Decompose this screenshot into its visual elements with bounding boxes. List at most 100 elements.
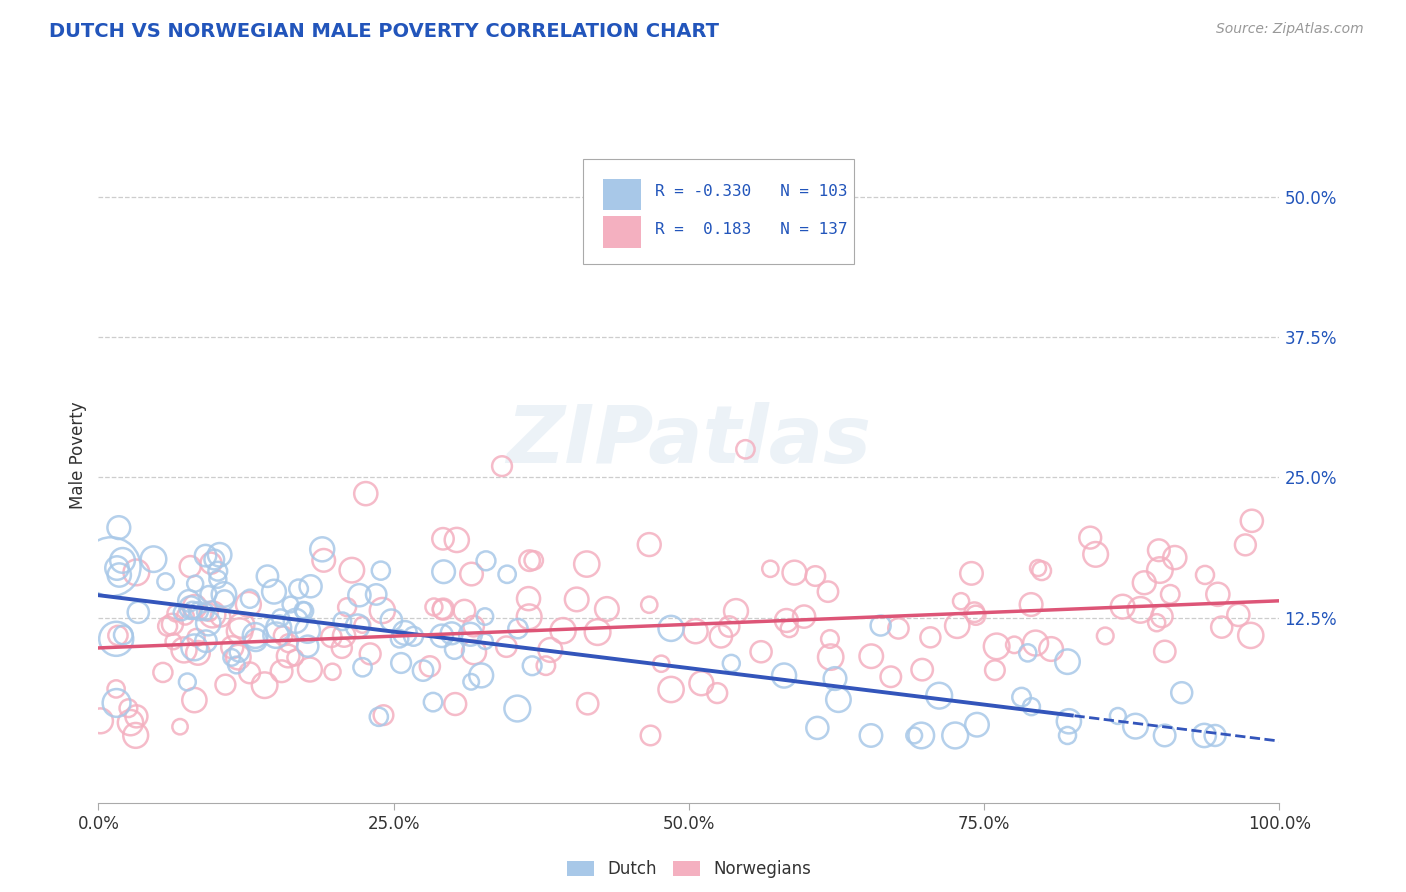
Point	[1150, 609, 1173, 624]
Point	[710, 629, 733, 643]
Point	[354, 486, 377, 500]
Point	[1234, 538, 1257, 552]
Point	[367, 710, 389, 724]
Point	[176, 675, 198, 690]
Point	[394, 626, 416, 640]
Point	[105, 632, 128, 646]
Point	[277, 636, 299, 650]
Point	[332, 615, 354, 629]
Point	[880, 670, 903, 684]
Point	[422, 695, 444, 709]
Point	[271, 629, 294, 643]
Point	[827, 692, 849, 706]
Point	[200, 556, 222, 570]
Point	[463, 619, 485, 633]
Point	[263, 584, 285, 599]
Point	[520, 658, 543, 673]
Point	[169, 720, 191, 734]
Point	[911, 663, 934, 677]
Point	[245, 628, 267, 642]
Point	[330, 640, 353, 655]
Point	[419, 659, 441, 673]
Point	[793, 609, 815, 624]
Point	[1084, 547, 1107, 561]
Bar	[603, 217, 641, 248]
Point	[112, 628, 135, 642]
Point	[125, 728, 148, 742]
Point	[238, 598, 260, 612]
Point	[1133, 575, 1156, 590]
Point	[359, 647, 381, 661]
Point	[440, 626, 463, 640]
Point	[706, 686, 728, 700]
Point	[433, 565, 456, 579]
Point	[638, 538, 661, 552]
Point	[551, 624, 574, 638]
Point	[432, 602, 454, 616]
Point	[495, 640, 517, 654]
Point	[1094, 629, 1116, 643]
Text: R = -0.330   N = 103: R = -0.330 N = 103	[655, 184, 848, 199]
Point	[194, 634, 217, 648]
Point	[960, 566, 983, 581]
Point	[423, 599, 446, 614]
Point	[1206, 587, 1229, 601]
Point	[212, 587, 235, 601]
Point	[1002, 638, 1025, 652]
Point	[720, 657, 742, 671]
Point	[966, 717, 988, 731]
Point	[1240, 628, 1263, 642]
Point	[245, 632, 267, 647]
Point	[184, 631, 207, 645]
Point	[1025, 636, 1047, 650]
Point	[1194, 729, 1216, 743]
Point	[724, 604, 747, 618]
Point	[298, 663, 321, 677]
Point	[187, 646, 209, 660]
Point	[228, 645, 250, 659]
Point	[194, 549, 217, 563]
Point	[221, 640, 243, 655]
Point	[198, 605, 221, 619]
Point	[183, 640, 205, 655]
Point	[443, 642, 465, 657]
Point	[818, 632, 841, 646]
FancyBboxPatch shape	[582, 159, 855, 264]
Point	[887, 621, 910, 635]
Point	[460, 627, 482, 641]
Point	[105, 696, 128, 710]
Point	[188, 604, 211, 618]
Point	[1170, 686, 1192, 700]
Point	[659, 682, 682, 697]
Point	[432, 532, 454, 546]
Point	[534, 658, 557, 673]
Point	[470, 668, 492, 682]
Point	[860, 649, 883, 664]
Point	[596, 602, 619, 616]
Point	[1111, 599, 1133, 614]
Legend: Dutch, Norwegians: Dutch, Norwegians	[560, 854, 818, 885]
Point	[859, 729, 882, 743]
Point	[963, 605, 986, 619]
Point	[201, 607, 224, 622]
Text: DUTCH VS NORWEGIAN MALE POVERTY CORRELATION CHART: DUTCH VS NORWEGIAN MALE POVERTY CORRELAT…	[49, 22, 720, 41]
Point	[1211, 620, 1233, 634]
Point	[253, 678, 276, 692]
Point	[181, 603, 204, 617]
Point	[380, 613, 402, 627]
Point	[108, 568, 131, 582]
Point	[270, 611, 292, 625]
Point	[453, 604, 475, 618]
Point	[208, 548, 231, 562]
Point	[170, 606, 193, 620]
Point	[946, 619, 969, 633]
Point	[920, 631, 942, 645]
Point	[264, 628, 287, 642]
Point	[1194, 568, 1216, 582]
Point	[506, 701, 529, 715]
Point	[1057, 714, 1080, 729]
Point	[162, 634, 184, 648]
Point	[950, 594, 973, 608]
Point	[225, 658, 247, 673]
Point	[173, 643, 195, 657]
